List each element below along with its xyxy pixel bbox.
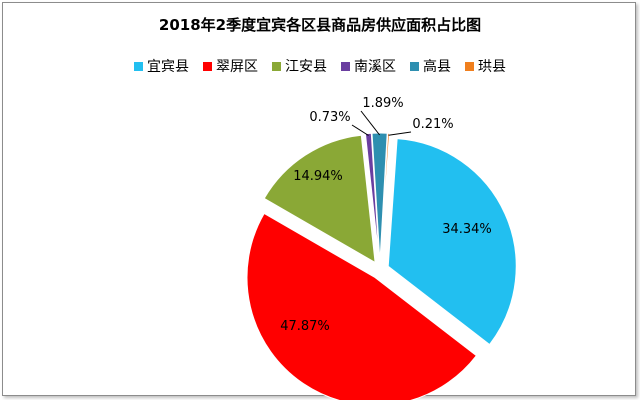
chart-legend: 宜宾县 翠屏区 江安县 南溪区 高县 珙县 — [0, 56, 640, 76]
legend-label-3: 南溪区 — [354, 59, 396, 75]
pie-leader-lines — [351, 110, 412, 136]
legend-label-5: 珙县 — [478, 59, 506, 75]
legend-swatch-5 — [465, 61, 474, 71]
legend-swatch-0 — [134, 61, 143, 71]
legend-swatch-2 — [272, 61, 281, 71]
legend-swatch-4 — [410, 61, 419, 71]
legend-swatch-1 — [203, 61, 212, 71]
legend-item-5: 珙县 — [465, 56, 506, 76]
data-label-5: 0.21% — [412, 117, 453, 132]
pie-slice-2 — [263, 134, 376, 264]
legend-label-2: 江安县 — [285, 59, 327, 75]
legend-item-3: 南溪区 — [341, 56, 396, 76]
legend-swatch-3 — [341, 61, 350, 71]
legend-item-2: 江安县 — [272, 56, 327, 76]
legend-item-4: 高县 — [410, 56, 451, 76]
pie-slice-4 — [371, 132, 388, 262]
legend-label-1: 翠屏区 — [216, 59, 258, 75]
leader-line-4 — [360, 110, 381, 136]
data-label-0: 34.34% — [442, 222, 492, 237]
pie-slice-1 — [246, 212, 478, 400]
legend-label-0: 宜宾县 — [147, 59, 189, 75]
data-label-3: 0.73% — [309, 110, 350, 125]
data-label-2: 14.94% — [293, 169, 343, 184]
chart-title: 2018年2季度宜宾各区县商品房供应面积占比图 — [158, 16, 482, 34]
pie-data-labels: 34.34% 47.87% 14.94% 0.73% 1.89% 0.21% — [280, 96, 492, 334]
data-label-1: 47.87% — [280, 319, 330, 334]
leader-line-5 — [388, 131, 412, 136]
legend-label-4: 高县 — [423, 59, 451, 75]
pie-slice-0 — [387, 138, 517, 346]
data-label-4: 1.89% — [362, 96, 403, 111]
pie-slices — [246, 132, 517, 400]
legend-item-0: 宜宾县 — [134, 56, 189, 76]
pie-slice-5 — [380, 132, 391, 262]
legend-item-1: 翠屏区 — [203, 56, 258, 76]
leader-line-3 — [351, 124, 369, 136]
